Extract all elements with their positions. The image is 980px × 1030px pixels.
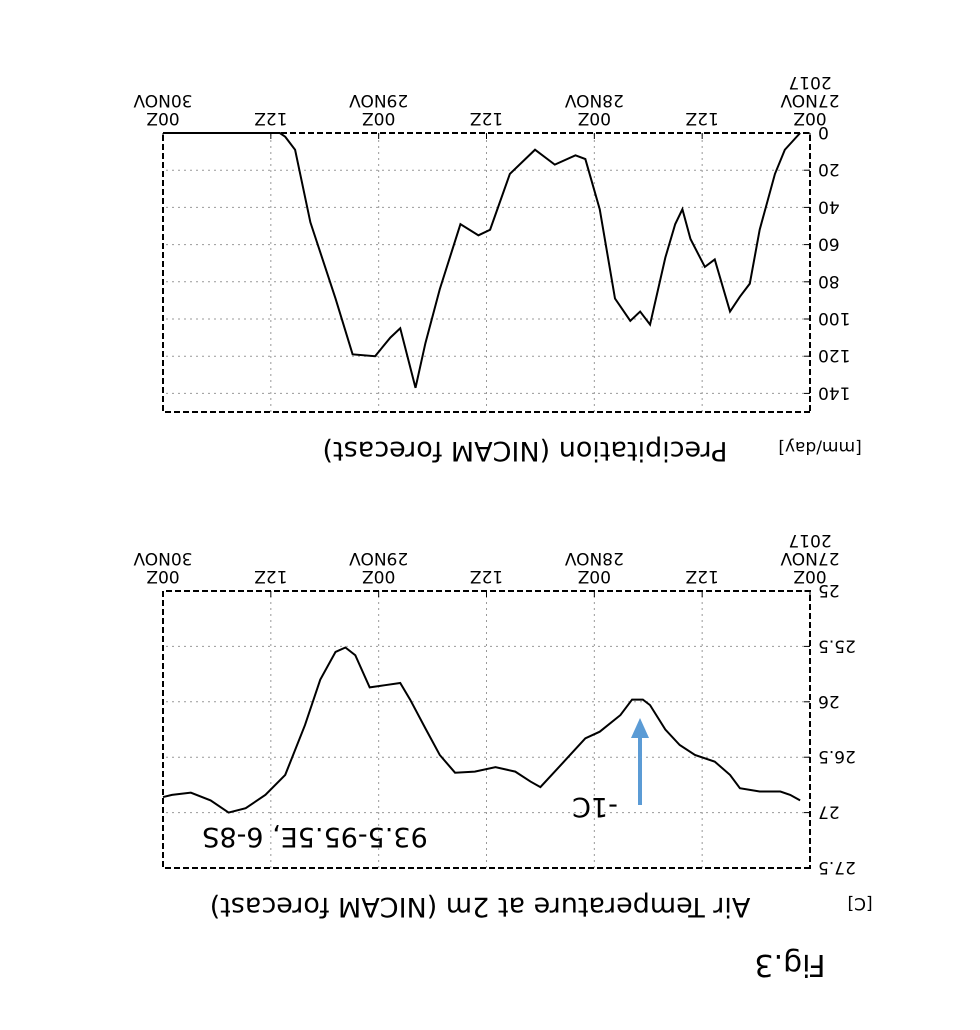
y-axis-unit: [C] [847, 893, 872, 913]
y-tick-label: 26 [818, 691, 840, 711]
y-tick-label: 26.5 [818, 746, 856, 766]
x-tick-label: 00Z28NOV [564, 90, 623, 128]
y-tick-label: 27.5 [818, 857, 856, 877]
y-tick-label: 27 [818, 802, 840, 822]
data-line [162, 646, 801, 814]
x-tick-label: 12Z [686, 108, 719, 128]
y-tick-label: 140 [818, 382, 850, 402]
annotation-arrowhead [631, 718, 649, 738]
annotation: 93.5-95.5E, 6-8S [202, 821, 427, 852]
figure-label: Fig.3 [754, 947, 825, 982]
y-tick-label: 100 [818, 308, 850, 328]
x-tick-label: 00Z30NOV [133, 548, 192, 586]
x-tick-label: 12Z [470, 566, 503, 586]
plot-frame [162, 590, 811, 869]
y-tick-label: 60 [818, 234, 840, 254]
y-tick-label: 40 [818, 196, 840, 216]
x-tick-label: 12Z [686, 566, 719, 586]
y-tick-label: 25 [818, 580, 840, 600]
x-tick-label: 00Z27NOV2017 [780, 530, 839, 586]
y-tick-label: 80 [818, 271, 840, 291]
x-tick-label: 12Z [254, 108, 287, 128]
chart-title: Precipitation (NICAM forecast) [323, 435, 728, 466]
x-tick-label: 00Z27NOV2017 [780, 72, 839, 128]
data-line [163, 132, 801, 389]
plot-frame [162, 132, 811, 413]
x-tick-label: 00Z30NOV [133, 90, 192, 128]
y-tick-label: 0 [818, 122, 829, 142]
y-tick-label: 120 [818, 345, 850, 365]
y-tick-label: 25.5 [818, 635, 856, 655]
chart-title: Air Temperature at 2m (NICAM forecast) [210, 891, 751, 922]
x-tick-label: 12Z [254, 566, 287, 586]
x-tick-label: 00Z28NOV [564, 548, 623, 586]
x-tick-label: 12Z [470, 108, 503, 128]
annotation: -1C [572, 791, 618, 822]
x-tick-label: 00Z29NOV [349, 548, 408, 586]
x-tick-label: 00Z29NOV [349, 90, 408, 128]
y-axis-unit: [mm/day] [778, 437, 861, 457]
y-tick-label: 20 [818, 159, 840, 179]
